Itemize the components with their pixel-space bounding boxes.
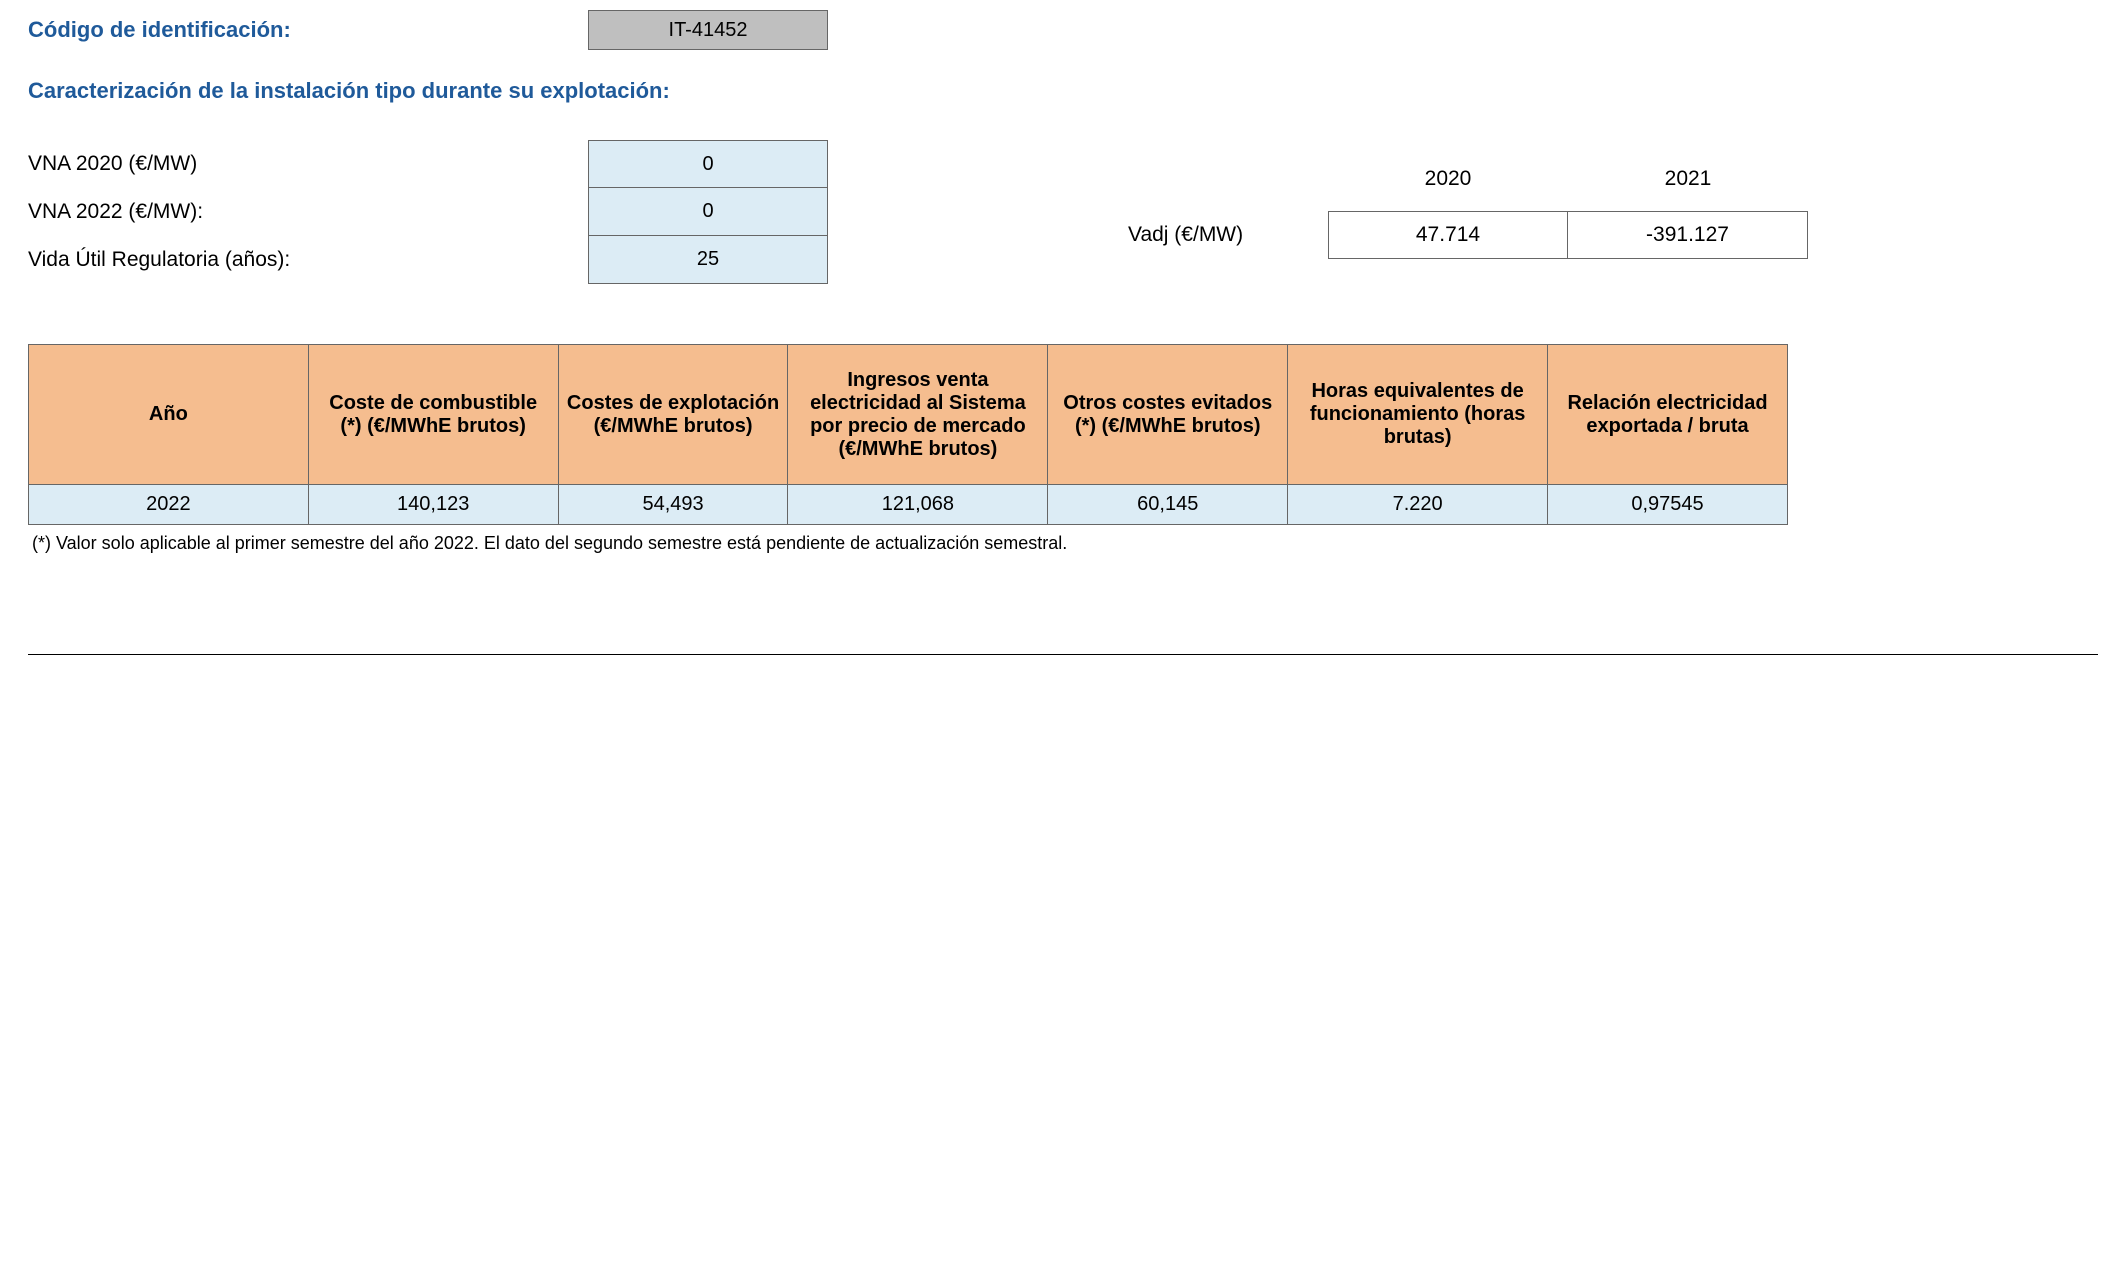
table-header-row: Año Coste de combustible (*) (€/MWhE bru… — [29, 345, 1788, 485]
param-label: Vida Útil Regulatoria (años): — [28, 248, 588, 272]
param-value: 0 — [588, 188, 828, 236]
vadj-year: 2021 — [1568, 167, 1808, 191]
param-label: VNA 2020 (€/MW) — [28, 152, 588, 176]
vadj-label: Vadj (€/MW) — [1128, 223, 1328, 247]
col-header: Ingresos venta electricidad al Sistema p… — [788, 345, 1048, 485]
vadj-year-headers: 2020 2021 — [1128, 167, 1808, 191]
param-label: VNA 2022 (€/MW): — [28, 200, 588, 224]
cell: 140,123 — [308, 485, 558, 525]
col-header: Año — [29, 345, 309, 485]
id-row: Código de identificación: IT-41452 — [28, 10, 2098, 50]
data-table: Año Coste de combustible (*) (€/MWhE bru… — [28, 344, 1788, 525]
cell: 2022 — [29, 485, 309, 525]
vadj-value: -391.127 — [1568, 211, 1808, 259]
vadj-values-row: Vadj (€/MW) 47.714 -391.127 — [1128, 211, 1808, 259]
col-header: Relación electricidad exportada / bruta — [1548, 345, 1788, 485]
col-header: Horas equivalentes de funcionamiento (ho… — [1288, 345, 1548, 485]
vadj-block: 2020 2021 Vadj (€/MW) 47.714 -391.127 — [1128, 167, 1808, 259]
id-label: Código de identificación: — [28, 17, 588, 43]
section-title: Caracterización de la instalación tipo d… — [28, 78, 2098, 104]
divider — [28, 654, 2098, 655]
table-row: 2022 140,123 54,493 121,068 60,145 7.220… — [29, 485, 1788, 525]
cell: 7.220 — [1288, 485, 1548, 525]
footnote: (*) Valor solo aplicable al primer semes… — [32, 533, 2098, 554]
vadj-year: 2020 — [1328, 167, 1568, 191]
cell: 60,145 — [1048, 485, 1288, 525]
params-block: VNA 2020 (€/MW) 0 VNA 2022 (€/MW): 0 Vid… — [28, 140, 2098, 284]
vadj-value: 47.714 — [1328, 211, 1568, 259]
cell: 0,97545 — [1548, 485, 1788, 525]
col-header: Coste de combustible (*) (€/MWhE brutos) — [308, 345, 558, 485]
cell: 121,068 — [788, 485, 1048, 525]
param-value: 0 — [588, 140, 828, 188]
col-header: Costes de explotación (€/MWhE brutos) — [558, 345, 788, 485]
col-header: Otros costes evitados (*) (€/MWhE brutos… — [1048, 345, 1288, 485]
cell: 54,493 — [558, 485, 788, 525]
param-value: 25 — [588, 236, 828, 284]
id-value-box: IT-41452 — [588, 10, 828, 50]
